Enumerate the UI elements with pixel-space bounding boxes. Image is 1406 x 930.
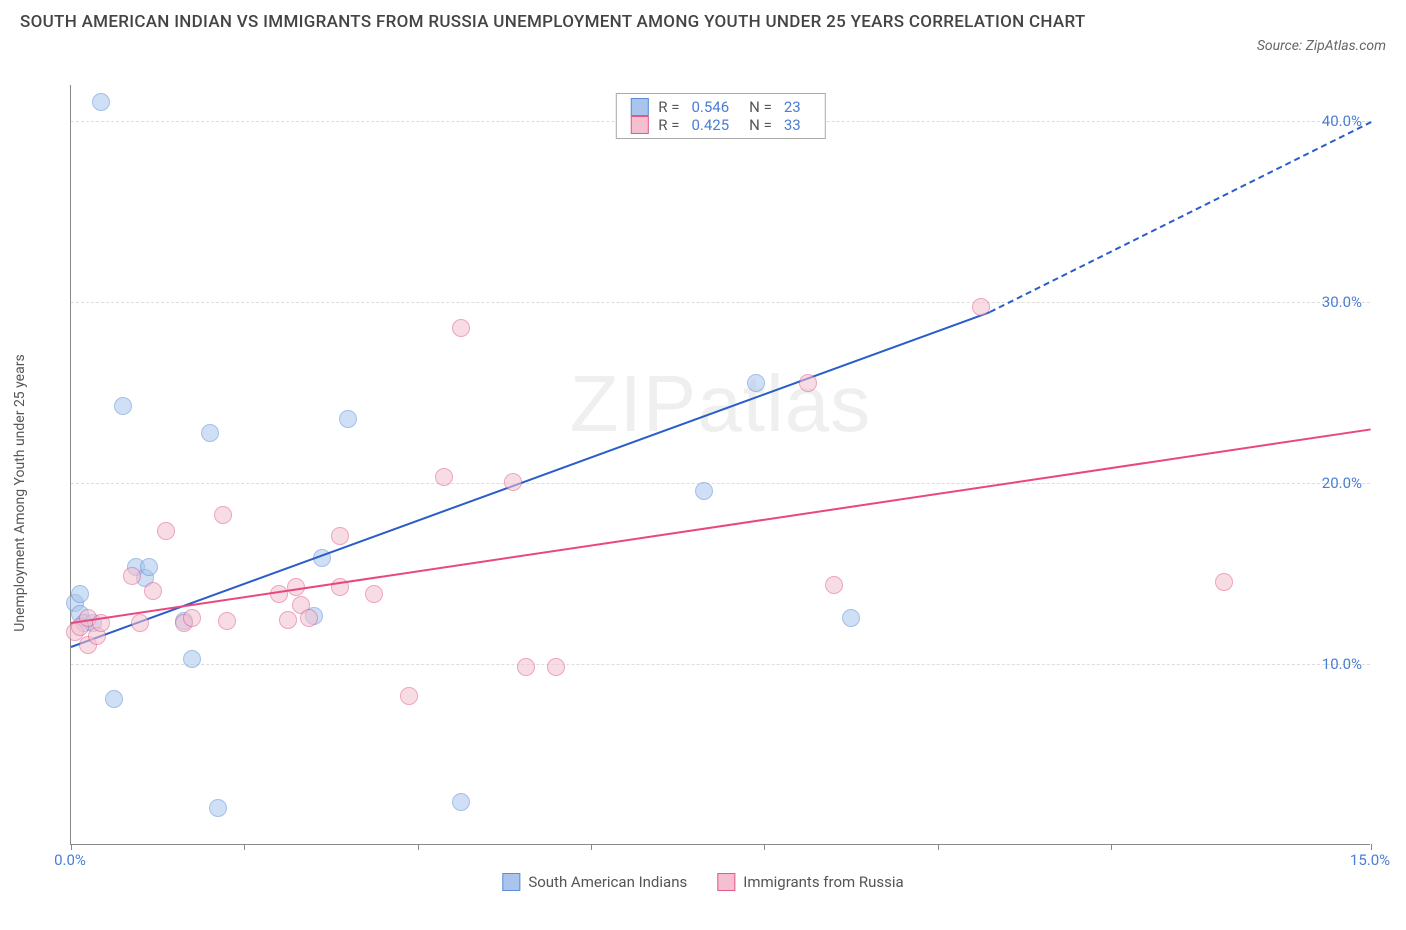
data-point bbox=[157, 522, 175, 540]
x-tick-label: 0.0% bbox=[54, 851, 86, 869]
stat-n-label: N = bbox=[749, 98, 772, 116]
data-point bbox=[825, 576, 843, 594]
x-tick bbox=[1111, 844, 1112, 850]
chart-container: Unemployment Among Youth under 25 years … bbox=[20, 75, 1386, 895]
source-attribution: Source: ZipAtlas.com bbox=[1257, 38, 1386, 54]
chart-title: SOUTH AMERICAN INDIAN VS IMMIGRANTS FROM… bbox=[20, 10, 1086, 36]
data-point bbox=[140, 558, 158, 576]
legend-swatch-icon bbox=[630, 98, 648, 116]
data-point bbox=[209, 799, 227, 817]
legend-swatch-icon bbox=[630, 116, 648, 134]
data-point bbox=[300, 609, 318, 627]
data-point bbox=[270, 585, 288, 603]
legend-item: Immigrants from Russia bbox=[717, 873, 903, 891]
gridline bbox=[71, 483, 1370, 484]
trend-line-extrapolation bbox=[989, 121, 1371, 313]
data-point bbox=[201, 424, 219, 442]
data-point bbox=[339, 410, 357, 428]
stat-n-label: N = bbox=[749, 116, 772, 134]
data-point bbox=[144, 582, 162, 600]
data-point bbox=[279, 611, 297, 629]
stat-r-value: 0.425 bbox=[691, 116, 729, 134]
data-point bbox=[695, 482, 713, 500]
data-point bbox=[183, 650, 201, 668]
plot-area: ZIPatlas R =0.546N =23R =0.425N =33 10.0… bbox=[70, 85, 1370, 845]
data-point bbox=[331, 527, 349, 545]
data-point bbox=[123, 567, 141, 585]
data-point bbox=[972, 298, 990, 316]
legend-swatch-icon bbox=[717, 873, 735, 891]
data-point bbox=[747, 374, 765, 392]
legend-label: Immigrants from Russia bbox=[743, 873, 903, 891]
data-point bbox=[71, 585, 89, 603]
y-axis-label: Unemployment Among Youth under 25 years bbox=[12, 354, 28, 631]
trend-line bbox=[71, 429, 1371, 625]
data-point bbox=[105, 690, 123, 708]
stats-row: R = 0.425 N = 33 bbox=[630, 116, 810, 134]
stat-r-value: 0.546 bbox=[691, 98, 729, 116]
data-point bbox=[435, 468, 453, 486]
data-point bbox=[452, 793, 470, 811]
x-tick bbox=[244, 844, 245, 850]
data-point bbox=[842, 609, 860, 627]
stat-n-value: 23 bbox=[784, 98, 801, 116]
x-tick bbox=[418, 844, 419, 850]
y-tick-label: 20.0% bbox=[1322, 474, 1362, 492]
x-tick bbox=[71, 844, 72, 850]
trend-line bbox=[71, 311, 990, 648]
x-tick-label: 15.0% bbox=[1350, 851, 1390, 869]
y-tick-label: 10.0% bbox=[1322, 655, 1362, 673]
data-point bbox=[92, 93, 110, 111]
stat-r-label: R = bbox=[658, 116, 679, 134]
data-point bbox=[218, 612, 236, 630]
x-tick bbox=[764, 844, 765, 850]
data-point bbox=[114, 397, 132, 415]
data-point bbox=[799, 374, 817, 392]
x-tick bbox=[1371, 844, 1372, 850]
stats-legend-box: R = 0.546 N = 23 R = 0.425 N = 33 bbox=[615, 93, 825, 139]
legend-label: South American Indians bbox=[528, 873, 687, 891]
data-point bbox=[504, 473, 522, 491]
x-tick bbox=[591, 844, 592, 850]
data-point bbox=[517, 658, 535, 676]
data-point bbox=[1215, 573, 1233, 591]
data-point bbox=[452, 319, 470, 337]
gridline bbox=[71, 302, 1370, 303]
data-point bbox=[547, 658, 565, 676]
stats-row: R = 0.546 N = 23 bbox=[630, 98, 810, 116]
stat-r-label: R = bbox=[658, 98, 679, 116]
gridline bbox=[71, 664, 1370, 665]
series-legend: South American Indians Immigrants from Ru… bbox=[502, 873, 903, 891]
data-point bbox=[131, 614, 149, 632]
data-point bbox=[400, 687, 418, 705]
y-tick-label: 30.0% bbox=[1322, 293, 1362, 311]
data-point bbox=[183, 609, 201, 627]
legend-item: South American Indians bbox=[502, 873, 687, 891]
stat-n-value: 33 bbox=[784, 116, 801, 134]
x-tick bbox=[938, 844, 939, 850]
data-point bbox=[214, 506, 232, 524]
legend-swatch-icon bbox=[502, 873, 520, 891]
data-point bbox=[365, 585, 383, 603]
